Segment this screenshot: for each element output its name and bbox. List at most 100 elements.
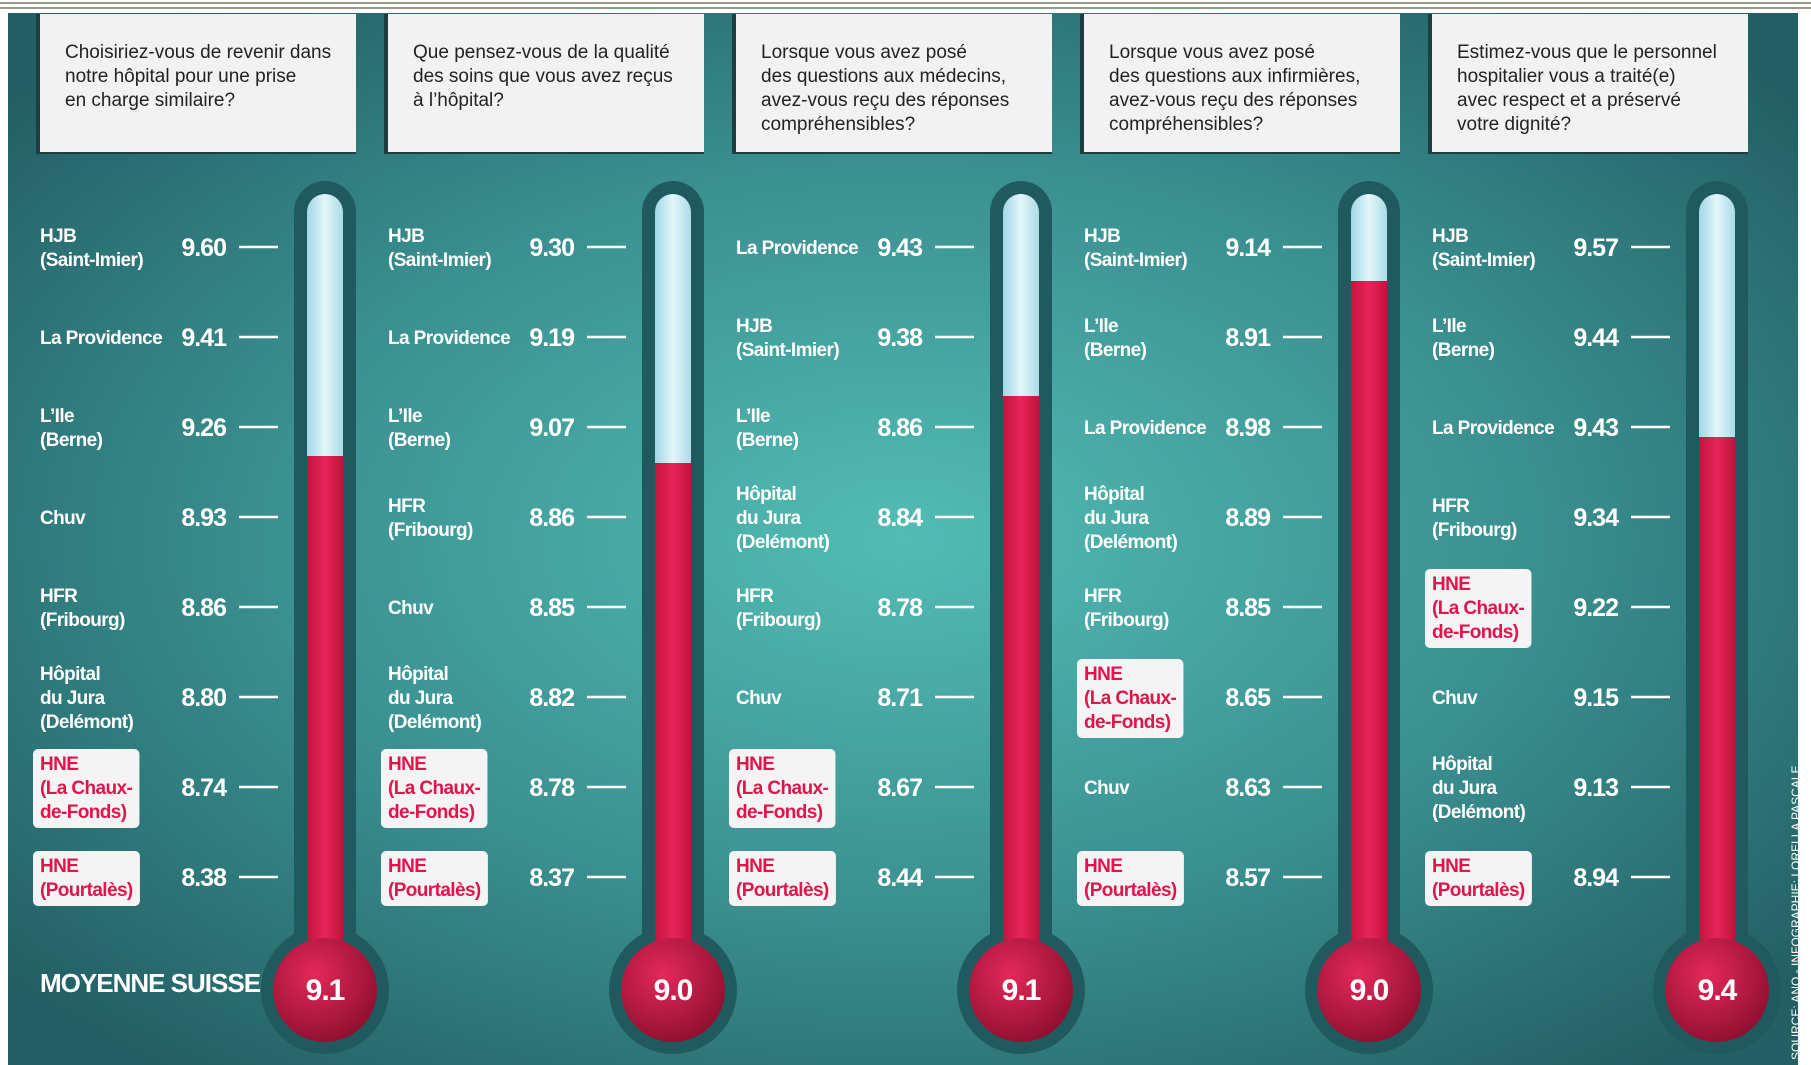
label-line: (Berne) (1084, 340, 1147, 361)
label-line: HNE (40, 754, 78, 775)
score: 8.91 (1225, 324, 1271, 352)
question-line: des questions aux médecins, (761, 66, 1006, 87)
question-line: hospitalier vous a traité(e) (1457, 66, 1676, 87)
score: 9.22 (1573, 594, 1618, 622)
label-line: (Fribourg) (40, 610, 125, 631)
hospital-label: Chuv (1084, 778, 1130, 799)
score: 8.65 (1225, 684, 1271, 712)
score: 8.44 (877, 864, 923, 892)
label-line: (Berne) (388, 430, 451, 451)
label-line: HJB (1432, 226, 1468, 247)
thermo-mercury (655, 463, 691, 974)
label-line: L’Ile (736, 406, 770, 427)
label-line: HFR (1432, 496, 1470, 517)
hospital-label: La Providence (40, 328, 162, 349)
label-line: HNE (1084, 856, 1122, 877)
score: 9.43 (1573, 414, 1618, 442)
score: 8.82 (529, 684, 574, 712)
label-line: (La Chaux- (736, 778, 828, 799)
label-line: HJB (736, 316, 772, 337)
question-line: Estimez-vous que le personnel (1457, 42, 1717, 63)
score: 8.94 (1573, 864, 1619, 892)
score: 8.98 (1225, 414, 1271, 442)
label-line: HJB (40, 226, 76, 247)
question-line: compréhensibles? (761, 114, 915, 135)
label-line: de-Fonds) (1432, 622, 1519, 643)
score: 9.57 (1573, 234, 1618, 262)
top-rule (0, 2, 1811, 4)
label-line: (Fribourg) (1084, 610, 1169, 631)
question-line: des questions aux infirmières, (1109, 66, 1360, 87)
label-line: (Pourtalès) (736, 880, 829, 901)
thermo-mercury (307, 456, 343, 974)
label-line: Hôpital (40, 664, 100, 685)
label-line: HNE (1084, 664, 1122, 685)
label-line: (Pourtalès) (1432, 880, 1525, 901)
infographic: MOYENNE SUISSE SOURCE: ANQ - INFOGRAPHIE… (0, 0, 1811, 1065)
question-line: avec respect et a préservé (1457, 90, 1681, 111)
score: 8.89 (1225, 504, 1270, 532)
hospital-label: Chuv (736, 688, 782, 709)
label-line: Chuv (40, 508, 86, 529)
label-line: HNE (388, 856, 426, 877)
hospital-label: La Providence (388, 328, 510, 349)
question-line: compréhensibles? (1109, 114, 1263, 135)
score: 9.19 (529, 324, 574, 352)
thermo-mercury (1699, 437, 1735, 974)
score: 8.57 (1225, 864, 1270, 892)
label-line: Hôpital (1432, 754, 1492, 775)
score: 8.80 (181, 684, 226, 712)
score: 8.37 (529, 864, 574, 892)
label-line: (La Chaux- (388, 778, 480, 799)
label-line: du Jura (40, 688, 105, 709)
label-line: (Berne) (40, 430, 103, 451)
label-line: HNE (1432, 574, 1470, 595)
label-line: du Jura (1432, 778, 1497, 799)
average-value: 9.4 (1698, 974, 1738, 1007)
label-line: La Providence (1084, 418, 1206, 439)
score: 8.85 (1225, 594, 1271, 622)
label-line: La Providence (736, 238, 858, 259)
score: 8.86 (529, 504, 574, 532)
label-line: Chuv (736, 688, 782, 709)
background (8, 13, 1798, 1065)
score: 9.13 (1573, 774, 1618, 802)
label-line: Chuv (1432, 688, 1478, 709)
label-line: (Delémont) (736, 532, 829, 553)
score: 9.38 (877, 324, 923, 352)
average-value: 9.1 (1002, 974, 1041, 1007)
score: 9.34 (1573, 504, 1619, 532)
label-line: Chuv (1084, 778, 1130, 799)
average-value: 9.0 (1350, 974, 1389, 1007)
score: 8.93 (181, 504, 226, 532)
label-line: HNE (40, 856, 78, 877)
label-line: (Pourtalès) (388, 880, 481, 901)
label-line: de-Fonds) (736, 802, 823, 823)
label-line: L’Ile (1432, 316, 1466, 337)
label-line: (Pourtalès) (40, 880, 133, 901)
score: 8.74 (181, 774, 227, 802)
question-line: avez-vous reçu des réponses (1109, 90, 1357, 111)
label-line: du Jura (1084, 508, 1149, 529)
score: 8.67 (877, 774, 922, 802)
score: 8.86 (181, 594, 226, 622)
label-line: (Saint-Imier) (40, 250, 143, 271)
hospital-label: Chuv (1432, 688, 1478, 709)
question-line: Lorsque vous avez posé (761, 42, 967, 63)
label-line: (Saint-Imier) (736, 340, 839, 361)
question-line: avez-vous reçu des réponses (761, 90, 1009, 111)
hospital-label: La Providence (736, 238, 858, 259)
score: 8.38 (181, 864, 227, 892)
score: 8.84 (877, 504, 923, 532)
label-line: HNE (1432, 856, 1470, 877)
label-line: (Saint-Imier) (1432, 250, 1535, 271)
thermo-mercury (1351, 281, 1387, 974)
label-line: Chuv (388, 598, 434, 619)
label-line: du Jura (388, 688, 453, 709)
label-line: de-Fonds) (388, 802, 475, 823)
label-line: La Providence (1432, 418, 1554, 439)
label-line: (Fribourg) (388, 520, 473, 541)
score: 9.44 (1573, 324, 1619, 352)
score: 9.43 (877, 234, 922, 262)
label-line: (Delémont) (388, 712, 481, 733)
